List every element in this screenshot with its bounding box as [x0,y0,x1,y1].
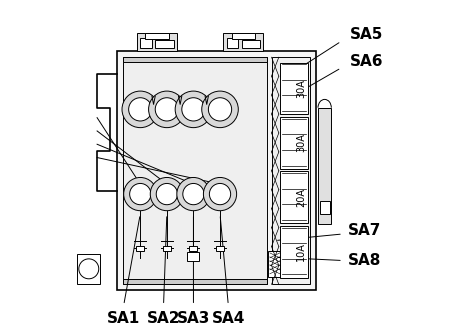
Text: SA2: SA2 [147,311,180,326]
Bar [280,226,308,278]
Bar [123,57,267,284]
Bar [318,108,331,224]
Bar [117,51,316,290]
Bar [189,246,198,251]
Text: SA5: SA5 [350,27,383,42]
Bar [163,246,171,251]
Bar [140,38,152,48]
Text: 20A: 20A [296,188,306,207]
Bar [123,279,267,284]
Bar [223,33,263,51]
Circle shape [203,178,237,211]
Bar [271,57,310,284]
Text: SA7: SA7 [348,223,381,238]
Bar [136,246,144,251]
Circle shape [209,184,231,205]
Text: SA1: SA1 [107,311,140,326]
Bar [137,33,177,51]
Bar [280,117,308,169]
Circle shape [177,178,210,211]
Circle shape [124,178,157,211]
Text: 10A: 10A [296,243,306,261]
Text: SA8: SA8 [348,253,381,268]
Text: 30A: 30A [296,133,306,152]
Bar [155,40,174,48]
Bar [145,32,168,39]
Circle shape [175,91,212,128]
Circle shape [182,98,205,121]
Bar [77,254,100,284]
Bar [280,63,308,114]
Circle shape [156,184,177,205]
Bar [216,246,224,251]
Circle shape [129,98,152,121]
Circle shape [208,98,232,121]
Circle shape [155,98,179,121]
Bar [232,32,255,39]
Circle shape [79,259,99,279]
Circle shape [148,91,185,128]
Bar [227,38,239,48]
Text: SA4: SA4 [212,311,245,326]
Text: SA3: SA3 [177,311,210,326]
Bar [280,172,308,223]
Circle shape [202,91,238,128]
Text: SA6: SA6 [350,54,383,69]
Bar [320,201,330,214]
Circle shape [150,178,184,211]
Circle shape [130,184,151,205]
Bar [123,57,267,62]
Circle shape [183,184,204,205]
Text: 30A: 30A [296,79,306,98]
Bar [242,40,260,48]
Bar [268,251,283,277]
Bar [188,252,199,261]
Circle shape [122,91,158,128]
